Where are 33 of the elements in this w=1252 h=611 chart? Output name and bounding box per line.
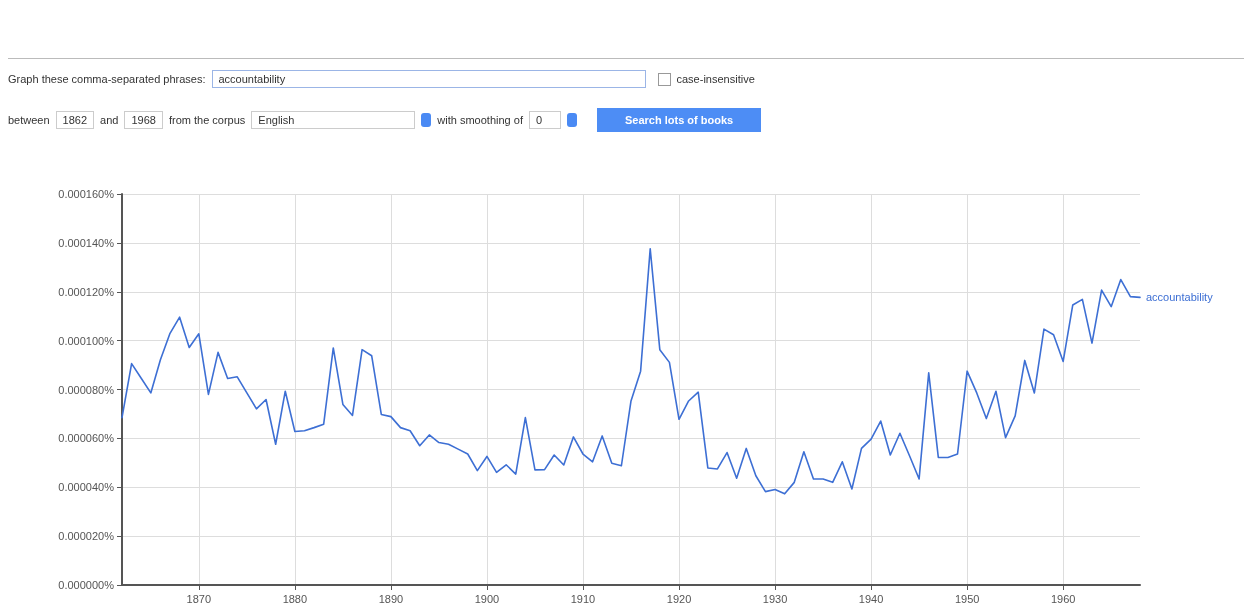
x-tick-label: 1910 — [570, 592, 596, 605]
series-label: accountability — [1146, 291, 1214, 304]
text: Graph these comma-separated phrases: — [8, 73, 206, 85]
x-tick-label: 1930 — [762, 592, 788, 605]
y-tick-label: 0.000080% — [58, 383, 115, 396]
text: and — [100, 114, 119, 126]
y-tick-label: 0.000060% — [58, 432, 115, 445]
x-tick-label: 1900 — [474, 592, 500, 605]
text: Search lots of books — [596, 108, 762, 132]
y-tick-label: 0.000020% — [58, 530, 115, 543]
text: with smoothing of — [437, 114, 523, 126]
x-tick-label: 1920 — [666, 592, 692, 605]
line-series — [121, 247, 1141, 495]
y-tick-label: 0.000100% — [58, 334, 115, 347]
text: 1968 — [124, 111, 163, 129]
x-tick-label: 1890 — [378, 592, 404, 605]
text: between — [8, 114, 50, 126]
x-tick-label: 1950 — [954, 592, 980, 605]
text: English — [251, 111, 416, 129]
y-tick-label: 0.000160% — [58, 188, 115, 200]
y-tick-label: 0.000000% — [58, 579, 115, 591]
text: 0 — [528, 111, 561, 129]
y-tick-label: 0.000120% — [58, 285, 115, 298]
text: case-insensitive — [676, 73, 755, 85]
x-tick-label: 1960 — [1050, 592, 1076, 605]
y-tick-label: 0.000040% — [58, 481, 115, 494]
text: 1862 — [55, 111, 95, 129]
text: from the corpus — [168, 114, 246, 126]
x-tick-label: 1880 — [282, 592, 308, 605]
x-tick-label: 1940 — [858, 592, 884, 605]
y-tick-label: 0.000140% — [58, 236, 115, 249]
text: accountability — [211, 70, 646, 88]
x-tick-label: 1870 — [186, 592, 212, 605]
